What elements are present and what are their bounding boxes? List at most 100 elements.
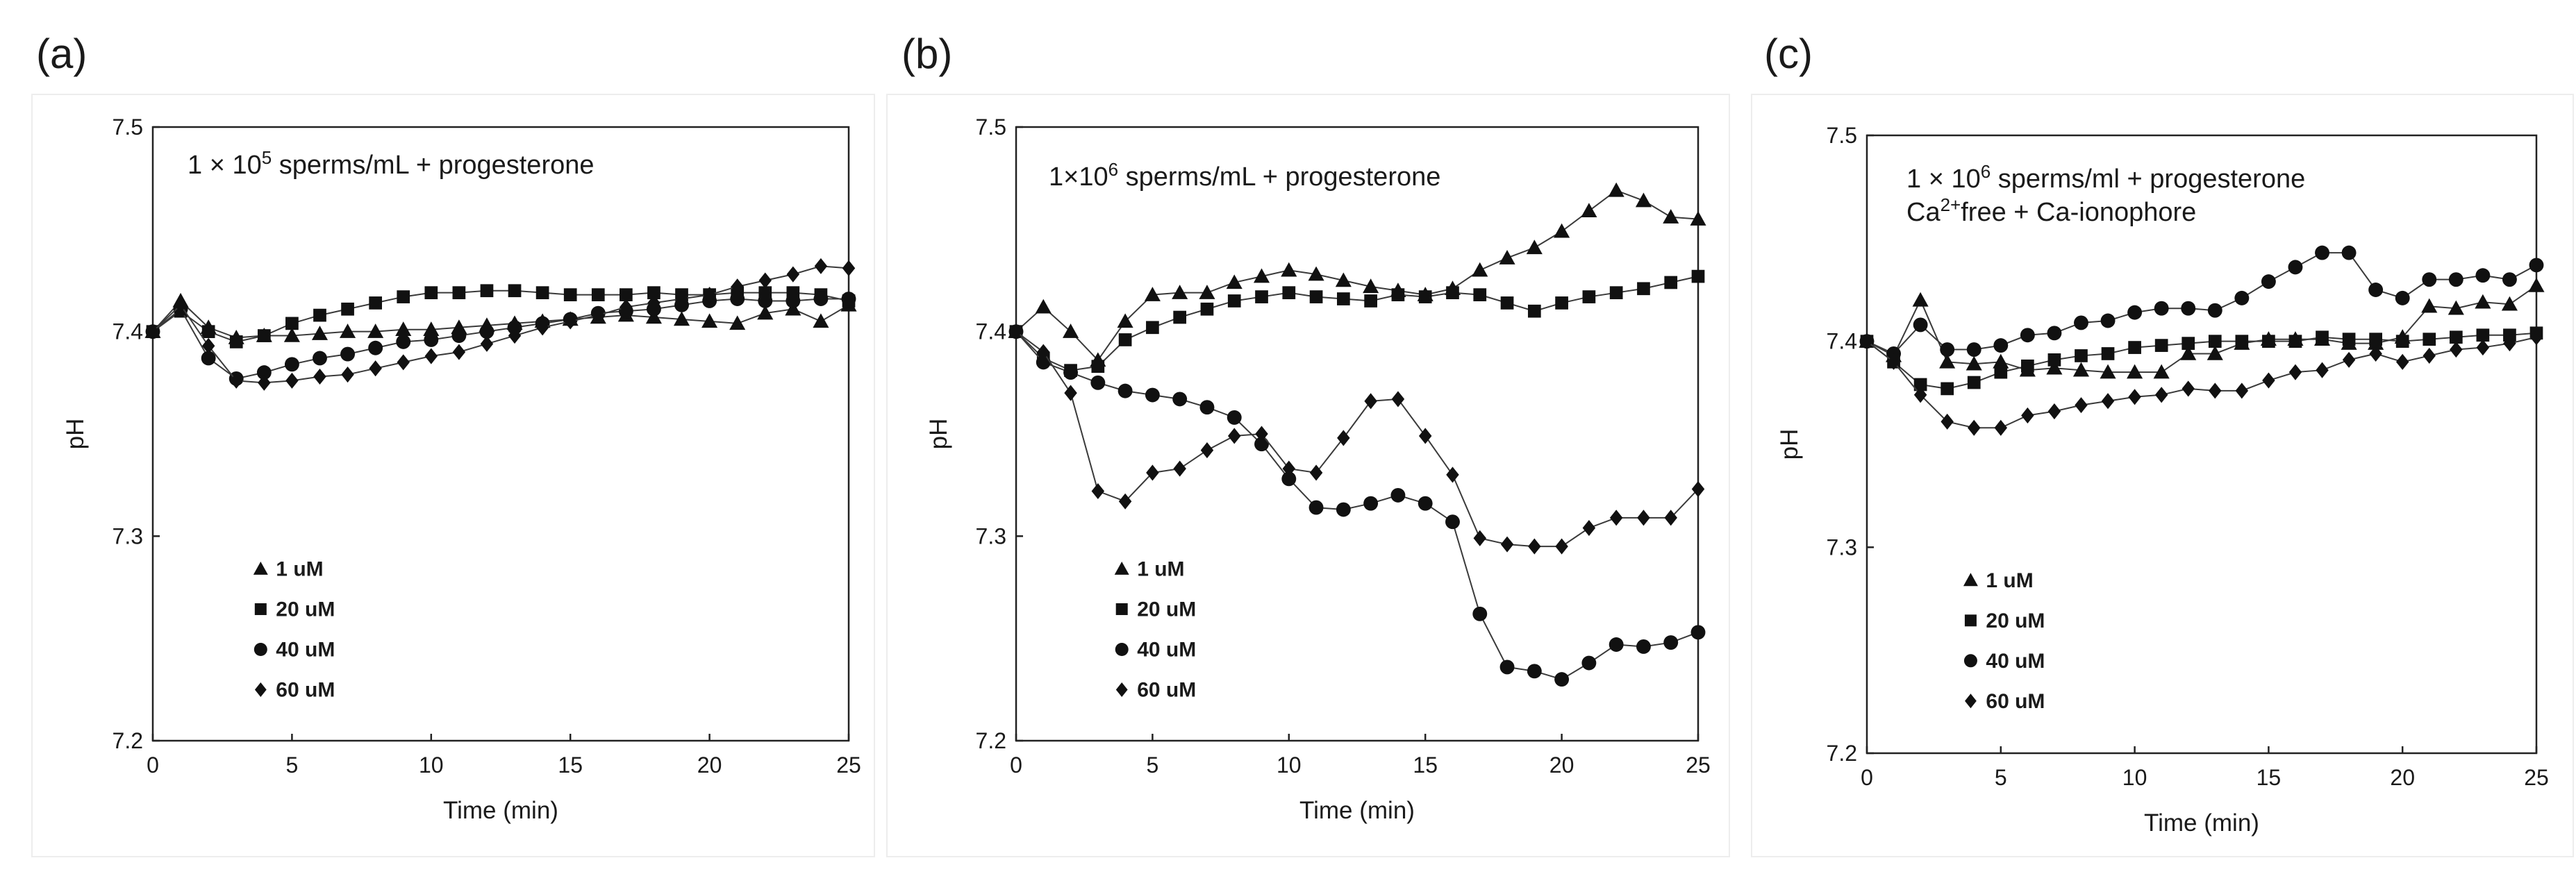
panel-b-point-20-um bbox=[1282, 286, 1296, 300]
panel-c-annotation-line-2: Ca2+free + Ca-ionophore bbox=[1906, 194, 2196, 227]
panel-a-point-60-um bbox=[731, 278, 744, 295]
panel-a-legend-label-20-um: 20 uM bbox=[276, 598, 335, 621]
panel-a-point-40-um bbox=[396, 334, 411, 349]
panel-a-y-tick-label: 7.5 bbox=[113, 115, 143, 140]
panel-a-point-20-um bbox=[397, 290, 410, 303]
panel-c-point-20-um bbox=[2128, 341, 2141, 354]
panel-b-point-60-um bbox=[1255, 426, 1268, 442]
panel-b-plot: 0 5 10 15 20 25 7.2 7.3 7.4 7.5 Time (min) pH 1 uM 20… bbox=[925, 115, 1711, 824]
panel-b-point-60-um bbox=[1309, 464, 1323, 481]
panel-c-point-40-um bbox=[2207, 303, 2222, 318]
panel-c-point-20-um bbox=[2395, 335, 2409, 348]
panel-c-point-40-um bbox=[1940, 342, 1955, 357]
panel-b-legend-marker-20-um bbox=[1115, 603, 1128, 615]
panel-c-x-tick-label: 5 bbox=[1995, 765, 2007, 790]
panel-a-point-1-um bbox=[813, 313, 829, 328]
panel-b-legend-label-1-um: 1 uM bbox=[1137, 557, 1184, 580]
panel-c-point-1-um bbox=[2421, 298, 2438, 313]
panel-a-annotation-line-1: 1 × 105 sperms/mL + progesterone bbox=[188, 147, 595, 180]
panel-b-point-60-um bbox=[1200, 442, 1214, 459]
panel-a-point-60-um bbox=[341, 366, 354, 383]
panel-c-x-axis-title: Time (min) bbox=[2144, 809, 2259, 837]
panel-c-legend-marker-20-um bbox=[1964, 614, 1977, 627]
panel-b-point-1-um bbox=[1063, 323, 1079, 338]
panel-c-point-1-um bbox=[2127, 364, 2143, 379]
panel-b-point-1-um bbox=[1308, 266, 1324, 281]
panel-a-label: (a) bbox=[36, 31, 87, 77]
panel-a-point-60-um bbox=[146, 323, 160, 340]
panel-c-point-20-um bbox=[2262, 335, 2275, 348]
panel-a-point-1-um bbox=[395, 321, 412, 336]
panel-b-series-40-um bbox=[1008, 324, 1706, 687]
panel-c-point-40-um bbox=[2127, 305, 2143, 320]
panel-c-point-20-um bbox=[2342, 333, 2356, 346]
panel-c-point-20-um bbox=[2101, 347, 2115, 360]
panel-a-legend-marker-20-um bbox=[254, 603, 267, 615]
panel-c-point-40-um bbox=[2074, 315, 2088, 330]
panel-b-point-20-um bbox=[1582, 290, 1596, 303]
panel-b-point-1-um bbox=[1526, 239, 1543, 255]
panel-c-point-20-um bbox=[2476, 328, 2490, 342]
panel-c-point-60-um bbox=[2288, 364, 2302, 380]
panel-b-point-40-um bbox=[1390, 487, 1406, 503]
panel-c-point-20-um bbox=[2449, 330, 2463, 344]
panel-c-point-40-um bbox=[1886, 346, 1902, 361]
panel-a-point-60-um bbox=[675, 290, 688, 308]
panel-b-point-20-um bbox=[1609, 286, 1623, 300]
panel-b-point-20-um bbox=[1691, 269, 1705, 283]
panel-c-point-1-um bbox=[1939, 353, 1956, 369]
panel-c-point-1-um bbox=[1966, 355, 1982, 371]
panel-b-y-tick-label: 7.3 bbox=[976, 523, 1006, 548]
panel-c-point-60-um bbox=[2503, 335, 2516, 352]
panel-c-point-40-um bbox=[2181, 301, 2196, 316]
panel-a-point-60-um bbox=[480, 335, 494, 352]
panel-a-point-20-um bbox=[424, 286, 438, 300]
panel-a-point-1-um bbox=[757, 305, 774, 320]
panel-a-y-tick-label: 7.3 bbox=[113, 523, 143, 548]
panel-c-point-1-um bbox=[1912, 292, 1929, 307]
panel-b-x-axis-title: Time (min) bbox=[1299, 797, 1415, 824]
panel-c-plot: 0 5 10 15 20 25 7.2 7.3 7.4 7.5 Time (min) pH 1 uM 20… bbox=[1776, 123, 2549, 837]
panel-c-legend-label-1-um: 1 uM bbox=[1986, 569, 2033, 592]
panel-b-point-60-um bbox=[1118, 493, 1132, 510]
panel-b-point-20-um bbox=[1200, 302, 1214, 316]
panel-c-point-60-um bbox=[2235, 383, 2249, 399]
panel-b-point-40-um bbox=[1690, 625, 1706, 640]
panel-b-point-40-um bbox=[1308, 500, 1324, 515]
panel-b-point-60-um bbox=[1337, 430, 1350, 446]
panel-b-point-60-um bbox=[1037, 344, 1050, 360]
panel-b-point-20-um bbox=[1391, 288, 1405, 301]
panel-a-point-1-um bbox=[367, 323, 384, 338]
panel-b-point-60-um bbox=[1064, 385, 1077, 401]
panel-c-point-40-um bbox=[2261, 274, 2276, 289]
panel-c-point-1-um bbox=[2046, 360, 2063, 375]
panel-c-y-tick-label: 7.5 bbox=[1827, 123, 1857, 148]
panel-c-point-40-um bbox=[2475, 268, 2491, 283]
panel-a-point-60-um bbox=[842, 260, 856, 276]
panel-a-point-40-um bbox=[201, 351, 216, 366]
panel-b-point-60-um bbox=[1609, 510, 1623, 526]
panel-a-legend-label-40-um: 40 uM bbox=[276, 638, 335, 661]
panel-c-point-1-um bbox=[2072, 362, 2090, 377]
panel-c-point-1-um bbox=[2501, 296, 2518, 311]
panel-b-point-20-um bbox=[1091, 360, 1105, 373]
panel-a-point-40-um bbox=[340, 346, 356, 362]
panel-c-point-40-um bbox=[2529, 258, 2544, 273]
panel-b-legend-marker-40-um bbox=[1115, 642, 1129, 656]
panel-b-frame bbox=[886, 94, 1730, 857]
panel-a-legend-label-60-um: 60 uM bbox=[276, 678, 335, 701]
panel-c-point-40-um bbox=[2448, 272, 2463, 287]
panel-b-point-60-um bbox=[1146, 464, 1159, 481]
panel-c-point-20-um bbox=[1913, 378, 1927, 392]
panel-c-point-1-um bbox=[1993, 353, 2009, 369]
panel-a-point-20-um bbox=[535, 286, 549, 300]
panel-c-point-40-um bbox=[2341, 245, 2357, 260]
panel-c-point-60-um bbox=[1941, 413, 1954, 430]
panel-b-point-20-um bbox=[1255, 290, 1268, 303]
panel-b-point-60-um bbox=[1500, 536, 1514, 553]
panel-b-point-40-um bbox=[1581, 655, 1597, 671]
panel-a-point-1-um bbox=[423, 321, 440, 336]
panel-b-legend-marker-60-um bbox=[1115, 682, 1128, 697]
panel-b-legend-label-60-um: 60 uM bbox=[1137, 678, 1196, 701]
panel-b-axes-box bbox=[1015, 126, 1700, 742]
